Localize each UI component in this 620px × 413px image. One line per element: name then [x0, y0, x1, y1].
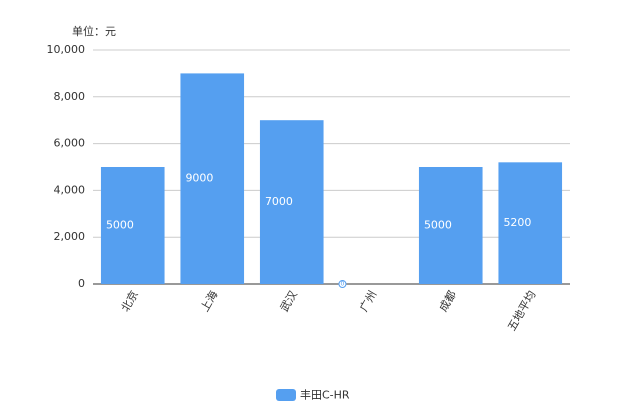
legend-label: 丰田C-HR: [300, 389, 350, 402]
y-tick-label: 4,000: [54, 183, 86, 196]
x-tick-label: 北京: [118, 288, 141, 314]
bar: [498, 162, 563, 284]
legend-swatch: [276, 389, 296, 401]
y-tick-label: 8,000: [54, 90, 86, 103]
data-label: 5200: [503, 216, 531, 229]
x-tick-label: 五地平均: [505, 289, 538, 334]
y-tick-label: 2,000: [54, 230, 86, 243]
y-tick-label: 10,000: [47, 43, 86, 56]
bar: [180, 73, 245, 285]
x-tick-label: 成都: [437, 289, 459, 315]
bar: [259, 120, 324, 284]
x-tick-label: 武汉: [278, 289, 300, 315]
data-label: 0: [341, 281, 345, 288]
data-label: 5000: [106, 219, 134, 232]
y-axis-label: 单位：元: [72, 24, 116, 38]
y-tick-label: 0: [78, 277, 85, 290]
bar: [418, 167, 483, 284]
bar: [100, 167, 165, 284]
y-tick-label: 6,000: [54, 137, 86, 150]
data-label: 9000: [185, 172, 213, 185]
data-label: 7000: [265, 195, 293, 208]
zero-marker: [338, 280, 347, 288]
x-tick-label: 广州: [357, 289, 379, 315]
data-label: 5000: [424, 219, 452, 232]
x-tick-label: 上海: [197, 288, 220, 314]
